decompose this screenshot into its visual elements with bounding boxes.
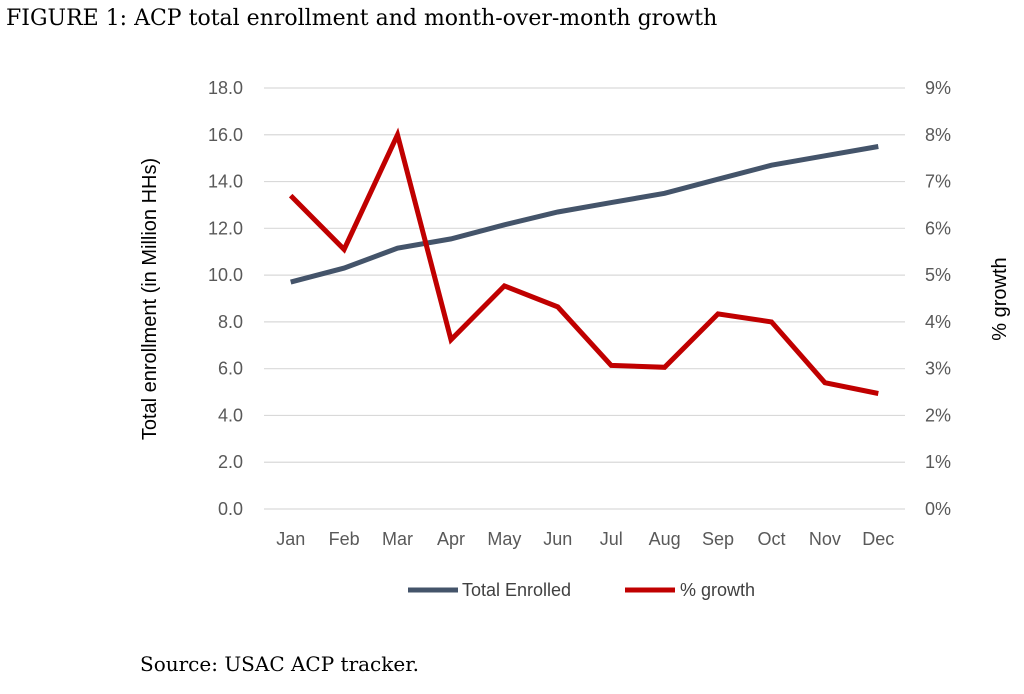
x-tick-label: Oct (757, 529, 785, 549)
y2-tick-label: 3% (925, 359, 951, 379)
y2-tick-label: 5% (925, 265, 951, 285)
y2-tick-label: 0% (925, 499, 951, 519)
y-tick-label: 4.0 (218, 405, 243, 425)
x-tick-label: Aug (649, 529, 681, 549)
y-axis-title: Total enrollment (in Million HHs) (139, 158, 161, 440)
x-tick-label: Sep (702, 529, 734, 549)
legend-label-growth: % growth (680, 580, 755, 600)
figure-title: FIGURE 1: ACP total enrollment and month… (6, 6, 718, 31)
y2-tick-label: 2% (925, 405, 951, 425)
y-tick-label: 18.0 (208, 78, 243, 98)
series-line-total-enrolled (290, 144, 879, 285)
series-line-growth (288, 127, 879, 396)
left-axis-ticks: 0.0 2.0 4.0 6.0 8.0 10.0 12.0 14.0 16.0 18.0 (208, 78, 243, 519)
x-tick-label: Jun (543, 529, 572, 549)
y-tick-label: 16.0 (208, 125, 243, 145)
y2-tick-label: 9% (925, 78, 951, 98)
y-tick-label: 6.0 (218, 359, 243, 379)
y-tick-label: 8.0 (218, 312, 243, 332)
y-tick-label: 14.0 (208, 172, 243, 192)
series-lines (288, 127, 879, 396)
y-tick-label: 2.0 (218, 452, 243, 472)
gridlines (264, 87, 905, 510)
y2-axis-title: % growth (989, 257, 1011, 340)
x-tick-label: Feb (329, 529, 360, 549)
x-tick-label: Mar (382, 529, 413, 549)
legend-label-total-enrolled: Total Enrolled (462, 580, 571, 600)
x-axis-ticks: Jan Feb Mar Apr May Jun Jul Aug Sep Oct Nov Dec (276, 529, 894, 549)
y-tick-label: 10.0 (208, 265, 243, 285)
y2-tick-label: 6% (925, 218, 951, 238)
y2-tick-label: 7% (925, 172, 951, 192)
x-tick-label: May (487, 529, 521, 549)
y-tick-label: 12.0 (208, 218, 243, 238)
legend: Total Enrolled % growth (408, 580, 755, 600)
x-tick-label: Jan (276, 529, 305, 549)
right-axis-ticks: 0% 1% 2% 3% 4% 5% 6% 7% 8% 9% (925, 78, 951, 519)
x-tick-label: Jul (600, 529, 623, 549)
y-tick-label: 0.0 (218, 499, 243, 519)
figure-source: Source: USAC ACP tracker. (140, 652, 419, 676)
y2-tick-label: 4% (925, 312, 951, 332)
x-tick-label: Apr (437, 529, 465, 549)
y2-tick-label: 8% (925, 125, 951, 145)
x-tick-label: Nov (809, 529, 841, 549)
x-tick-label: Dec (862, 529, 894, 549)
y2-tick-label: 1% (925, 452, 951, 472)
